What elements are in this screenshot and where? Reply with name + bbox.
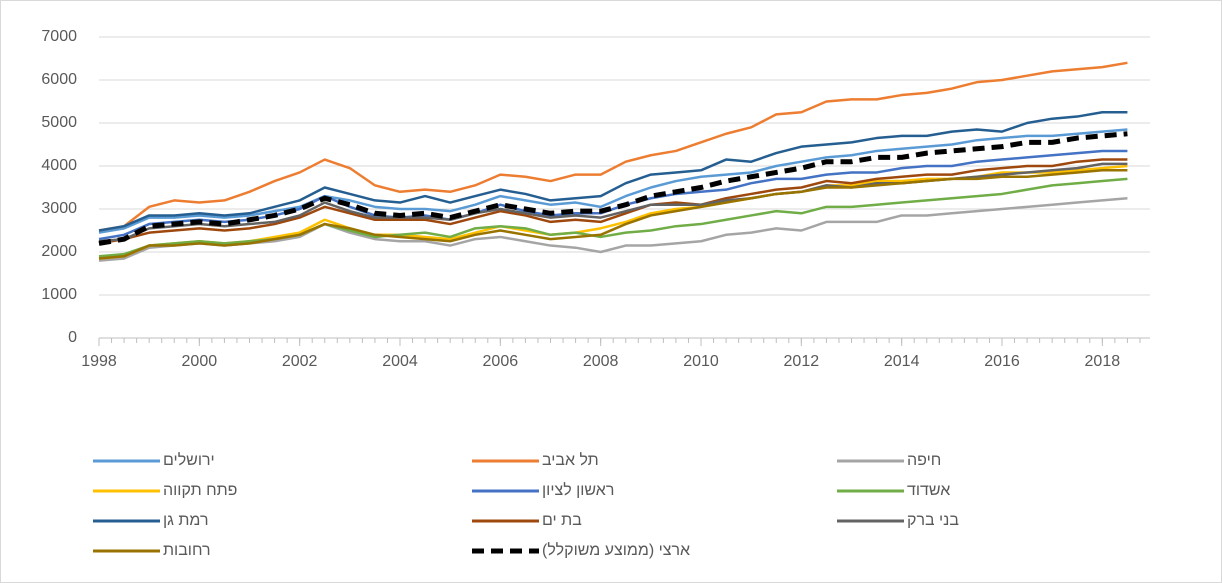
series-line [98, 158, 1128, 245]
x-tick-label: 2018 [1085, 353, 1121, 370]
series-line [98, 128, 1128, 234]
y-tick-label: 3000 [41, 200, 77, 217]
legend-label: ארצי (ממוצע משוקלל) [542, 541, 690, 559]
legend-label: רמת גן [163, 512, 208, 529]
y-tick-label: 2000 [41, 243, 77, 260]
legend-label: ראשון לציון [542, 481, 614, 499]
y-tick-label: 1000 [41, 286, 77, 303]
series-line [98, 131, 1128, 246]
series-line [98, 169, 1128, 260]
x-tick-label: 2006 [483, 353, 519, 370]
y-tick-label: 0 [68, 329, 77, 346]
series-line [98, 197, 1128, 262]
x-tick-label: 2014 [884, 353, 920, 370]
x-tick-label: 2008 [583, 353, 619, 370]
x-tick-label: 2000 [182, 353, 218, 370]
x-tick-label: 2016 [984, 353, 1020, 370]
legend-label: ירושלים [163, 451, 215, 469]
x-tick-label: 2004 [382, 353, 418, 370]
legend-label: תל אביב [542, 451, 599, 469]
legend-label: חיפה [907, 452, 941, 469]
y-tick-label: 7000 [41, 28, 77, 45]
series-line [98, 111, 1128, 232]
legend-label: רחובות [163, 542, 211, 559]
legend-label: בת ים [542, 512, 582, 529]
y-tick-label: 5000 [41, 114, 77, 131]
legend-label: בני ברק [907, 512, 959, 529]
x-tick-label: 2010 [683, 353, 719, 370]
y-tick-label: 4000 [41, 157, 77, 174]
x-tick-label: 2012 [784, 353, 820, 370]
y-tick-label: 6000 [41, 71, 77, 88]
legend-label: אשדוד [907, 482, 950, 499]
series-line [98, 61, 1128, 232]
legend-label: פתח תקווה [163, 482, 237, 499]
x-tick-label: 1998 [81, 353, 117, 370]
x-tick-label: 2002 [282, 353, 318, 370]
